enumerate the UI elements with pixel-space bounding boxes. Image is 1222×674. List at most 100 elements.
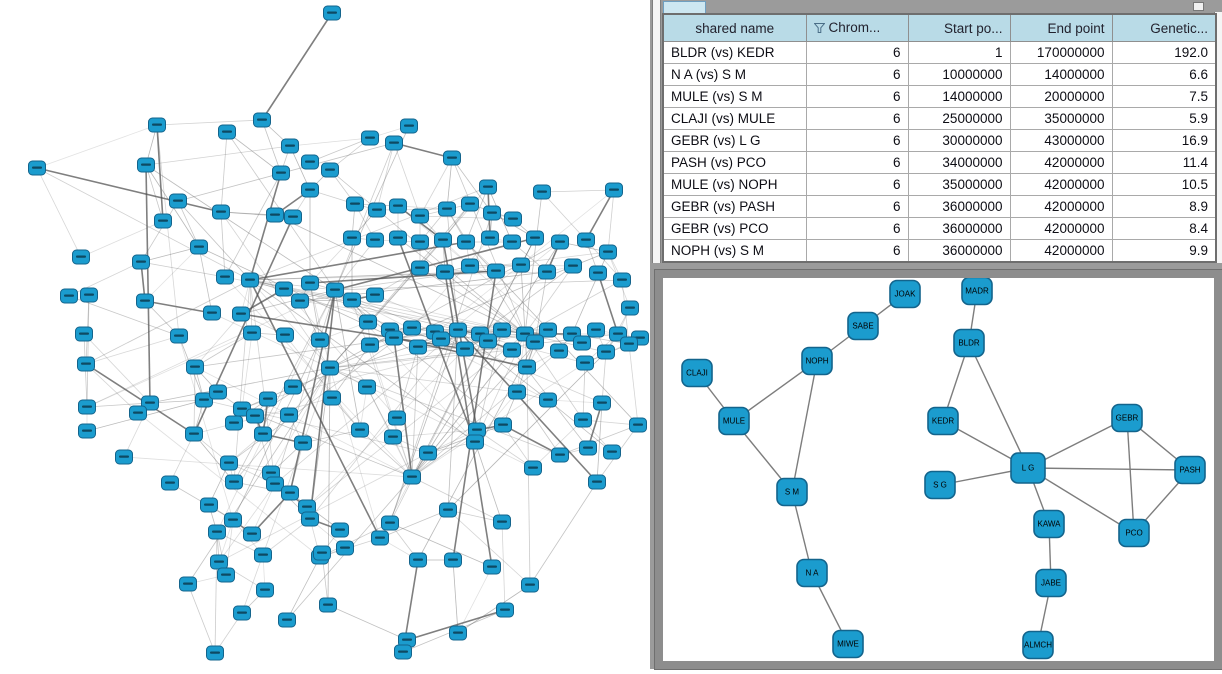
network-node[interactable]	[358, 379, 376, 395]
subnetwork-node[interactable]: MADR	[961, 276, 993, 306]
network-node[interactable]	[620, 336, 638, 352]
cell-shared-name[interactable]: GEBR (vs) PASH	[662, 195, 807, 218]
column-header[interactable]: Genetic...	[1111, 13, 1217, 42]
network-node[interactable]	[449, 322, 467, 338]
network-node[interactable]	[169, 193, 187, 209]
cell-shared-name[interactable]: N A (vs) S M	[662, 63, 807, 86]
network-node[interactable]	[208, 524, 226, 540]
network-node[interactable]	[294, 435, 312, 451]
network-node[interactable]	[461, 196, 479, 212]
network-node[interactable]	[551, 447, 569, 463]
network-node[interactable]	[443, 150, 461, 166]
network-node[interactable]	[503, 342, 521, 358]
cell-value[interactable]: 170000000	[1009, 41, 1113, 64]
subnetwork-node[interactable]: S M	[776, 477, 808, 507]
network-node[interactable]	[323, 390, 341, 406]
network-node[interactable]	[256, 582, 274, 598]
table-row[interactable]: GEBR (vs) PASH 6 36000000 42000000 8.9	[662, 195, 1217, 218]
cell-shared-name[interactable]: PASH (vs) PCO	[662, 151, 807, 174]
cell-value[interactable]: 6	[805, 63, 909, 86]
network-node[interactable]	[278, 612, 296, 628]
subnetwork-node[interactable]: KAWA	[1033, 509, 1065, 539]
network-node[interactable]	[190, 239, 208, 255]
network-node[interactable]	[403, 320, 421, 336]
network-node[interactable]	[243, 325, 261, 341]
cell-value[interactable]: 30000000	[907, 129, 1011, 152]
network-node[interactable]	[574, 412, 592, 428]
network-node[interactable]	[343, 292, 361, 308]
network-node[interactable]	[77, 356, 95, 372]
cell-value[interactable]: 42000000	[1009, 195, 1113, 218]
column-header[interactable]: shared name	[662, 13, 807, 42]
cell-value[interactable]: 14000000	[907, 85, 1011, 108]
subnetwork-node[interactable]: CLAJI	[681, 358, 713, 388]
subnetwork-node[interactable]: KEDR	[927, 406, 959, 436]
network-node[interactable]	[504, 211, 522, 227]
network-node[interactable]	[246, 408, 264, 424]
network-node[interactable]	[206, 645, 224, 661]
network-node[interactable]	[587, 322, 605, 338]
network-node[interactable]	[493, 514, 511, 530]
network-node[interactable]	[284, 379, 302, 395]
network-node[interactable]	[185, 426, 203, 442]
cell-shared-name[interactable]: MULE (vs) S M	[662, 85, 807, 108]
subnetwork-edges[interactable]	[696, 290, 1191, 646]
cell-value[interactable]: 1	[907, 41, 1011, 64]
network-node[interactable]	[603, 444, 621, 460]
table-row[interactable]: MULE (vs) S M 6 14000000 20000000 7.5	[662, 85, 1217, 108]
network-node[interactable]	[336, 540, 354, 556]
network-node[interactable]	[550, 343, 568, 359]
table-row[interactable]: PASH (vs) PCO 6 34000000 42000000 11.4	[662, 151, 1217, 174]
network-node[interactable]	[621, 300, 639, 316]
network-node[interactable]	[508, 384, 526, 400]
network-node[interactable]	[209, 384, 227, 400]
cell-value[interactable]: 36000000	[907, 239, 1011, 263]
network-node[interactable]	[28, 160, 46, 176]
network-node[interactable]	[411, 234, 429, 250]
network-node[interactable]	[313, 545, 331, 561]
network-node[interactable]	[436, 264, 454, 280]
network-node[interactable]	[233, 605, 251, 621]
network-node[interactable]	[389, 198, 407, 214]
network-node[interactable]	[576, 355, 594, 371]
network-node[interactable]	[301, 154, 319, 170]
network-node[interactable]	[579, 440, 597, 456]
cell-value[interactable]: 42000000	[1009, 173, 1113, 196]
subnetwork-node[interactable]: L G	[1010, 452, 1046, 484]
network-node[interactable]	[403, 469, 421, 485]
cell-value[interactable]: 10.5	[1111, 173, 1217, 196]
network-node[interactable]	[141, 395, 159, 411]
network-node[interactable]	[518, 359, 536, 375]
network-node[interactable]	[276, 327, 294, 343]
network-node[interactable]	[225, 474, 243, 490]
table-left-scrollbar[interactable]	[652, 0, 661, 263]
cell-value[interactable]: 25000000	[907, 107, 1011, 130]
subnetwork-node[interactable]: PASH	[1174, 455, 1206, 485]
network-node[interactable]	[432, 331, 450, 347]
table-row[interactable]: GEBR (vs) L G 6 30000000 43000000 16.9	[662, 129, 1217, 152]
network-node[interactable]	[526, 230, 544, 246]
subnetwork-node[interactable]: BLDR	[953, 328, 985, 358]
network-node[interactable]	[280, 407, 298, 423]
cell-value[interactable]: 6	[805, 41, 909, 64]
network-node[interactable]	[385, 135, 403, 151]
network-node[interactable]	[132, 254, 150, 270]
network-node[interactable]	[524, 460, 542, 476]
network-node[interactable]	[487, 263, 505, 279]
network-node[interactable]	[385, 330, 403, 346]
cell-value[interactable]: 6	[805, 107, 909, 130]
network-node[interactable]	[456, 341, 474, 357]
network-node[interactable]	[232, 306, 250, 322]
cell-value[interactable]: 14000000	[1009, 63, 1113, 86]
cell-value[interactable]: 192.0	[1111, 41, 1217, 64]
cell-shared-name[interactable]: BLDR (vs) KEDR	[662, 41, 807, 64]
network-node[interactable]	[589, 265, 607, 281]
cell-value[interactable]: 16.9	[1111, 129, 1217, 152]
cell-value[interactable]: 6	[805, 217, 909, 240]
subnetwork-node[interactable]: ALMCH	[1022, 630, 1054, 660]
cell-value[interactable]: 6	[805, 151, 909, 174]
network-node[interactable]	[394, 644, 412, 660]
network-node[interactable]	[564, 258, 582, 274]
network-node[interactable]	[272, 165, 290, 181]
column-header[interactable]: End point	[1009, 13, 1113, 42]
